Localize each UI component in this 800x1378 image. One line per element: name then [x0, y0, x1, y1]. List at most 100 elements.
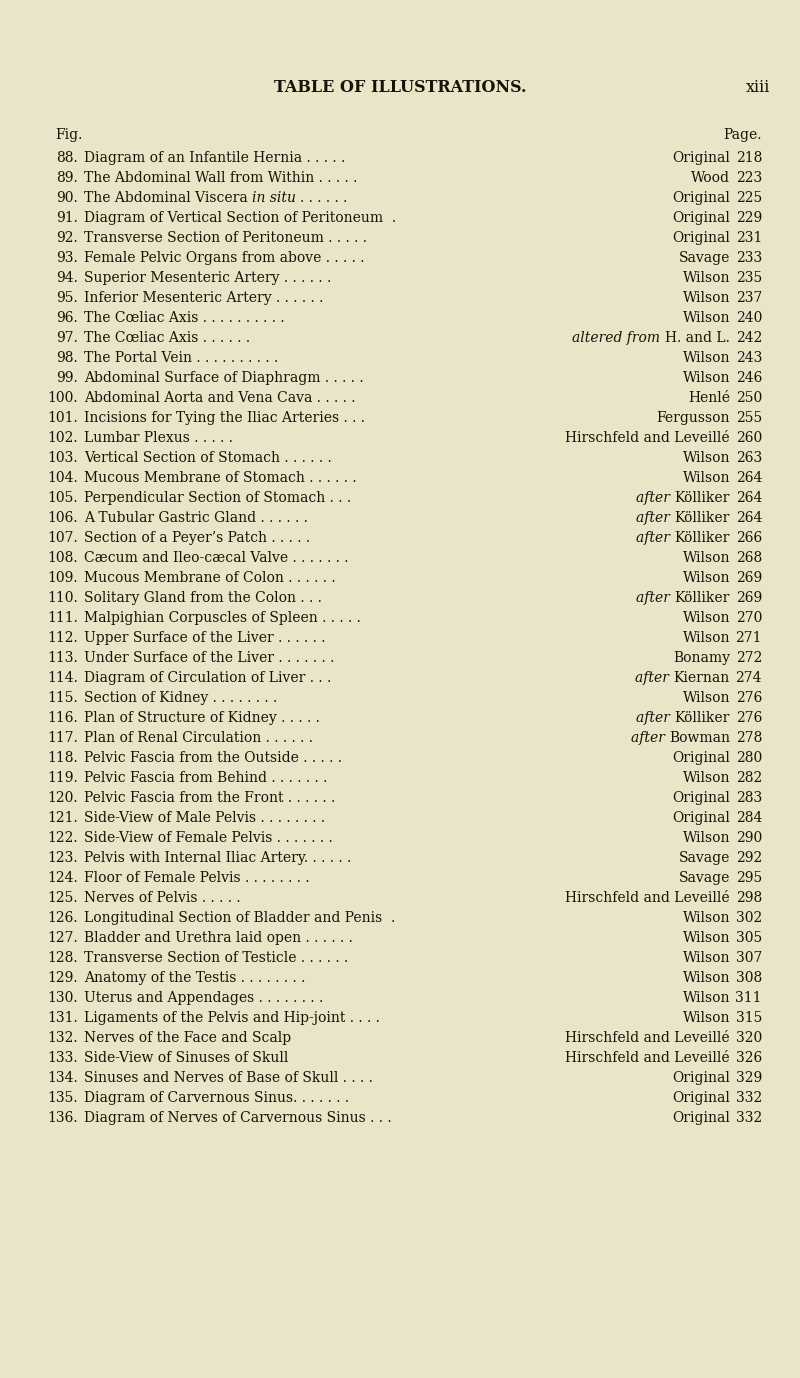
Text: A Tubular Gastric Gland . . . . . .: A Tubular Gastric Gland . . . . . . [84, 511, 308, 525]
Text: Wilson: Wilson [682, 690, 730, 706]
Text: Original: Original [672, 232, 730, 245]
Text: 89.: 89. [56, 171, 78, 185]
Text: 93.: 93. [56, 251, 78, 265]
Text: 280: 280 [736, 751, 762, 765]
Text: Kiernan: Kiernan [674, 671, 730, 685]
Text: 272: 272 [736, 650, 762, 666]
Text: 320: 320 [736, 1031, 762, 1045]
Text: 326: 326 [736, 1051, 762, 1065]
Text: 134.: 134. [47, 1071, 78, 1084]
Text: 126.: 126. [47, 911, 78, 925]
Text: 135.: 135. [47, 1091, 78, 1105]
Text: 125.: 125. [47, 892, 78, 905]
Text: 233: 233 [736, 251, 762, 265]
Text: 223: 223 [736, 171, 762, 185]
Text: 307: 307 [736, 951, 762, 965]
Text: 302: 302 [736, 911, 762, 925]
Text: 90.: 90. [56, 192, 78, 205]
Text: 129.: 129. [47, 971, 78, 985]
Text: Wilson: Wilson [682, 772, 730, 785]
Text: 276: 276 [736, 711, 762, 725]
Text: 283: 283 [736, 791, 762, 805]
Text: 269: 269 [736, 570, 762, 586]
Text: Floor of Female Pelvis . . . . . . . .: Floor of Female Pelvis . . . . . . . . [84, 871, 310, 885]
Text: 130.: 130. [47, 991, 78, 1005]
Text: Original: Original [672, 1091, 730, 1105]
Text: 237: 237 [736, 291, 762, 305]
Text: 133.: 133. [47, 1051, 78, 1065]
Text: Hirschfeld and Leveillé: Hirschfeld and Leveillé [566, 1051, 730, 1065]
Text: 94.: 94. [56, 271, 78, 285]
Text: after: after [635, 671, 674, 685]
Text: Savage: Savage [678, 251, 730, 265]
Text: Bonamy: Bonamy [673, 650, 730, 666]
Text: 101.: 101. [47, 411, 78, 424]
Text: 111.: 111. [47, 610, 78, 626]
Text: 124.: 124. [47, 871, 78, 885]
Text: Pelvic Fascia from the Outside . . . . .: Pelvic Fascia from the Outside . . . . . [84, 751, 342, 765]
Text: Cæcum and Ileo-cæcal Valve . . . . . . .: Cæcum and Ileo-cæcal Valve . . . . . . . [84, 551, 349, 565]
Text: 266: 266 [736, 531, 762, 546]
Text: Kölliker: Kölliker [674, 491, 730, 504]
Text: Original: Original [672, 152, 730, 165]
Text: Wood: Wood [691, 171, 730, 185]
Text: 329: 329 [736, 1071, 762, 1084]
Text: 95.: 95. [56, 291, 78, 305]
Text: 243: 243 [736, 351, 762, 365]
Text: 100.: 100. [47, 391, 78, 405]
Text: Lumbar Plexus . . . . .: Lumbar Plexus . . . . . [84, 431, 233, 445]
Text: Diagram of Vertical Section of Peritoneum  .: Diagram of Vertical Section of Peritoneu… [84, 211, 396, 225]
Text: in situ: in situ [252, 192, 300, 205]
Text: Section of a Peyer’s Patch . . . . .: Section of a Peyer’s Patch . . . . . [84, 531, 310, 546]
Text: 264: 264 [736, 491, 762, 504]
Text: 127.: 127. [47, 932, 78, 945]
Text: 104.: 104. [47, 471, 78, 485]
Text: Wilson: Wilson [682, 932, 730, 945]
Text: 117.: 117. [47, 730, 78, 745]
Text: 109.: 109. [47, 570, 78, 586]
Text: Original: Original [672, 1111, 730, 1124]
Text: Bladder and Urethra laid open . . . . . .: Bladder and Urethra laid open . . . . . … [84, 932, 353, 945]
Text: 229: 229 [736, 211, 762, 225]
Text: The Abdominal Viscera: The Abdominal Viscera [84, 192, 252, 205]
Text: Hirschfeld and Leveillé: Hirschfeld and Leveillé [566, 892, 730, 905]
Text: 298: 298 [736, 892, 762, 905]
Text: after: after [636, 531, 674, 546]
Text: 255: 255 [736, 411, 762, 424]
Text: Transverse Section of Peritoneum . . . . .: Transverse Section of Peritoneum . . . .… [84, 232, 367, 245]
Text: Mucous Membrane of Stomach . . . . . .: Mucous Membrane of Stomach . . . . . . [84, 471, 357, 485]
Text: 92.: 92. [56, 232, 78, 245]
Text: Page.: Page. [723, 128, 762, 142]
Text: Female Pelvic Organs from above . . . . .: Female Pelvic Organs from above . . . . … [84, 251, 365, 265]
Text: Abdominal Surface of Diaphragm . . . . .: Abdominal Surface of Diaphragm . . . . . [84, 371, 364, 384]
Text: Anatomy of the Testis . . . . . . . .: Anatomy of the Testis . . . . . . . . [84, 971, 306, 985]
Text: 114.: 114. [47, 671, 78, 685]
Text: Kölliker: Kölliker [674, 591, 730, 605]
Text: Wilson: Wilson [682, 351, 730, 365]
Text: Fig.: Fig. [55, 128, 82, 142]
Text: 231: 231 [736, 232, 762, 245]
Text: Pelvic Fascia from the Front . . . . . .: Pelvic Fascia from the Front . . . . . . [84, 791, 335, 805]
Text: Diagram of Carvernous Sinus. . . . . . .: Diagram of Carvernous Sinus. . . . . . . [84, 1091, 349, 1105]
Text: 246: 246 [736, 371, 762, 384]
Text: Perpendicular Section of Stomach . . .: Perpendicular Section of Stomach . . . [84, 491, 351, 504]
Text: 115.: 115. [47, 690, 78, 706]
Text: 113.: 113. [47, 650, 78, 666]
Text: 282: 282 [736, 772, 762, 785]
Text: 99.: 99. [56, 371, 78, 384]
Text: 119.: 119. [47, 772, 78, 785]
Text: Henlé: Henlé [688, 391, 730, 405]
Text: TABLE OF ILLUSTRATIONS.: TABLE OF ILLUSTRATIONS. [274, 80, 526, 96]
Text: . . . . . .: . . . . . . [300, 192, 348, 205]
Text: 292: 292 [736, 852, 762, 865]
Text: 136.: 136. [47, 1111, 78, 1124]
Text: Side-View of Sinuses of Skull: Side-View of Sinuses of Skull [84, 1051, 306, 1065]
Text: Abdominal Aorta and Vena Cava . . . . .: Abdominal Aorta and Vena Cava . . . . . [84, 391, 355, 405]
Text: Diagram of an Infantile Hernia . . . . .: Diagram of an Infantile Hernia . . . . . [84, 152, 346, 165]
Text: 121.: 121. [47, 812, 78, 825]
Text: H. and L.: H. and L. [665, 331, 730, 344]
Text: 107.: 107. [47, 531, 78, 546]
Text: Wilson: Wilson [682, 951, 730, 965]
Text: 284: 284 [736, 812, 762, 825]
Text: 122.: 122. [47, 831, 78, 845]
